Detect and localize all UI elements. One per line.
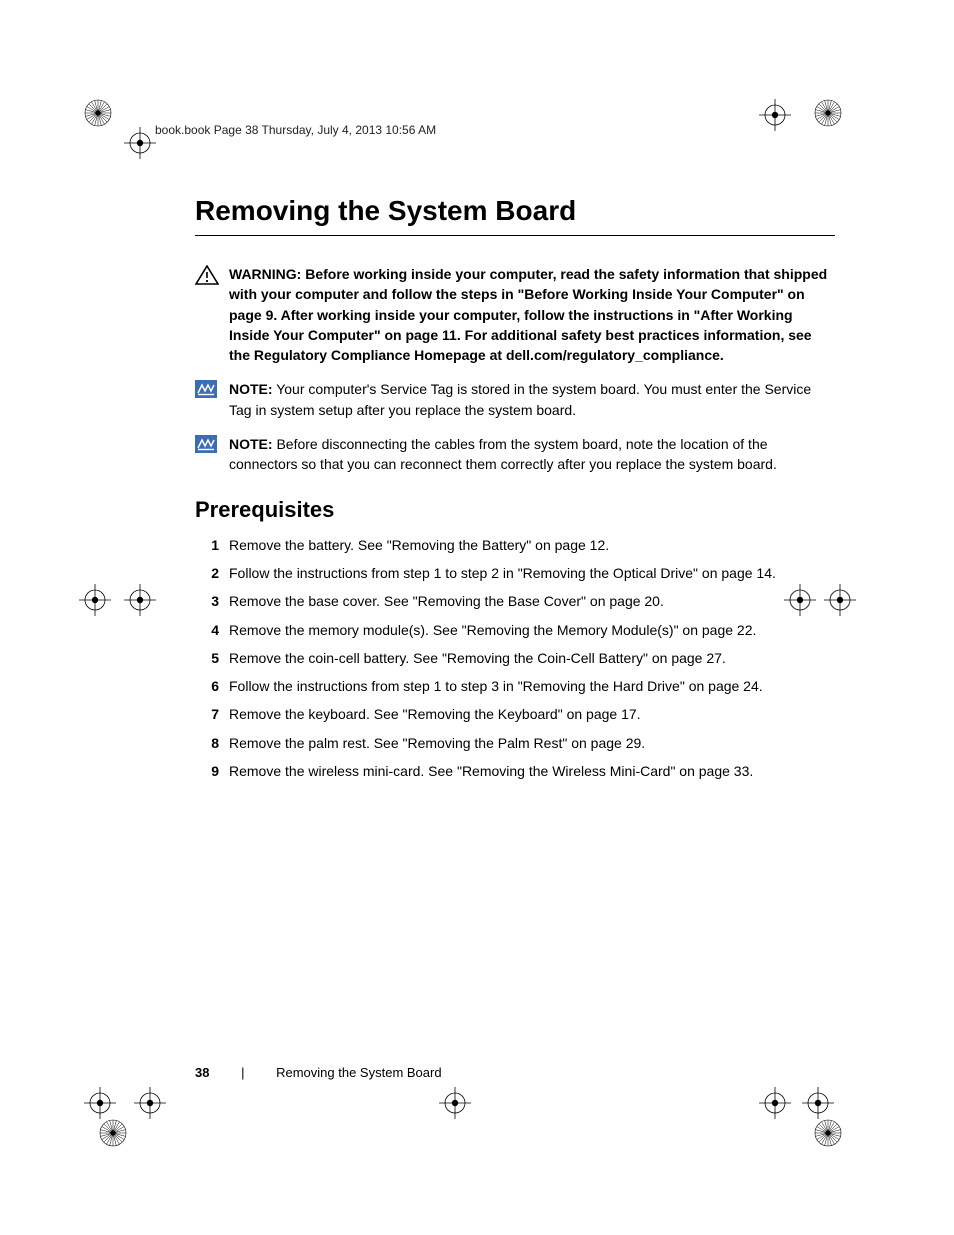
warning-label: WARNING: bbox=[229, 266, 301, 282]
registration-mark bbox=[83, 1086, 117, 1120]
registration-mark bbox=[758, 98, 792, 132]
note-block: NOTE: Your computer's Service Tag is sto… bbox=[195, 379, 835, 420]
note-text: NOTE: Before disconnecting the cables fr… bbox=[229, 434, 835, 475]
registration-mark bbox=[813, 1118, 843, 1148]
list-item: Remove the memory module(s). See "Removi… bbox=[225, 620, 835, 640]
registration-mark bbox=[758, 1086, 792, 1120]
list-item: Remove the wireless mini-card. See "Remo… bbox=[225, 761, 835, 781]
note-block: NOTE: Before disconnecting the cables fr… bbox=[195, 434, 835, 475]
warning-block: WARNING: Before working inside your comp… bbox=[195, 264, 835, 365]
note-text: NOTE: Your computer's Service Tag is sto… bbox=[229, 379, 835, 420]
note-body: Your computer's Service Tag is stored in… bbox=[229, 381, 811, 417]
registration-mark bbox=[438, 1086, 472, 1120]
warning-icon bbox=[195, 265, 221, 285]
note-body: Before disconnecting the cables from the… bbox=[229, 436, 777, 472]
list-item: Remove the battery. See "Removing the Ba… bbox=[225, 535, 835, 555]
list-item: Follow the instructions from step 1 to s… bbox=[225, 563, 835, 583]
list-item: Remove the keyboard. See "Removing the K… bbox=[225, 704, 835, 724]
page-number: 38 bbox=[195, 1065, 209, 1080]
page-footer: 38 | Removing the System Board bbox=[195, 1065, 442, 1080]
list-item: Remove the base cover. See "Removing the… bbox=[225, 591, 835, 611]
registration-mark bbox=[801, 1086, 835, 1120]
registration-mark bbox=[123, 583, 157, 617]
registration-mark bbox=[98, 1118, 128, 1148]
prerequisites-heading: Prerequisites bbox=[195, 497, 835, 523]
note-icon bbox=[195, 435, 221, 455]
registration-mark bbox=[133, 1086, 167, 1120]
footer-section: Removing the System Board bbox=[276, 1065, 441, 1080]
note-label: NOTE: bbox=[229, 436, 273, 452]
content-area: Removing the System Board WARNING: Befor… bbox=[195, 195, 835, 789]
prerequisites-list: Remove the battery. See "Removing the Ba… bbox=[195, 535, 835, 782]
list-item: Follow the instructions from step 1 to s… bbox=[225, 676, 835, 696]
warning-text: WARNING: Before working inside your comp… bbox=[229, 264, 835, 365]
registration-mark bbox=[78, 583, 112, 617]
registration-mark bbox=[813, 98, 843, 128]
footer-separator: | bbox=[241, 1065, 244, 1080]
registration-mark bbox=[123, 126, 157, 160]
note-icon bbox=[195, 380, 221, 400]
warning-body: Before working inside your computer, rea… bbox=[229, 266, 827, 363]
list-item: Remove the palm rest. See "Removing the … bbox=[225, 733, 835, 753]
page-title: Removing the System Board bbox=[195, 195, 835, 236]
list-item: Remove the coin-cell battery. See "Remov… bbox=[225, 648, 835, 668]
page: book.book Page 38 Thursday, July 4, 2013… bbox=[0, 0, 954, 1235]
registration-mark bbox=[83, 98, 113, 128]
running-head: book.book Page 38 Thursday, July 4, 2013… bbox=[155, 123, 436, 137]
note-label: NOTE: bbox=[229, 381, 273, 397]
